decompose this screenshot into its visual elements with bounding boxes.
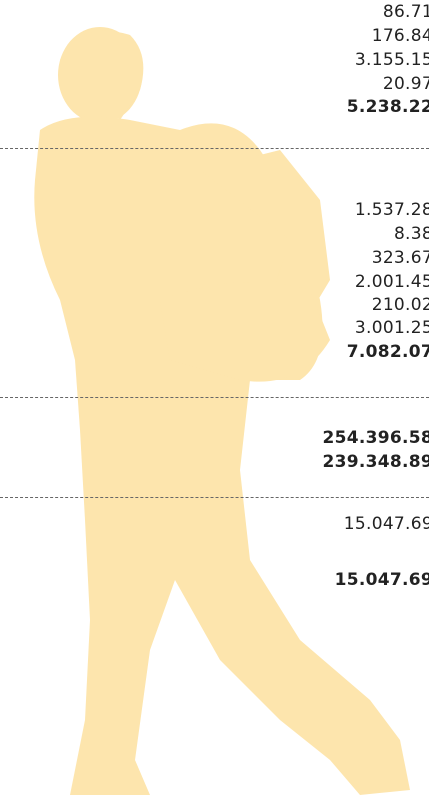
amount: 1.537.28 — [354, 200, 429, 220]
amount: 210.02 — [371, 295, 429, 315]
amount: 8.38 — [393, 224, 429, 244]
total-amount: 15.047.69 — [334, 570, 429, 590]
amount: 323.67 — [371, 248, 429, 268]
amount: 3.155.15 — [354, 50, 429, 70]
amount: 3.001.25 — [354, 318, 429, 338]
separator — [0, 497, 429, 498]
total-amount: 239.348.89 — [322, 452, 429, 472]
total-amount: 254.396.58 — [322, 428, 429, 448]
total-amount: 5.238.22 — [346, 97, 429, 117]
total-amount: 7.082.07 — [346, 342, 429, 362]
separator — [0, 148, 429, 149]
amount: 2.001.45 — [354, 272, 429, 292]
amount: 176.84 — [371, 26, 429, 46]
amount: 86.71 — [382, 2, 429, 22]
amount: 15.047.69 — [343, 514, 429, 534]
separator — [0, 397, 429, 398]
amount: 20.97 — [382, 74, 429, 94]
